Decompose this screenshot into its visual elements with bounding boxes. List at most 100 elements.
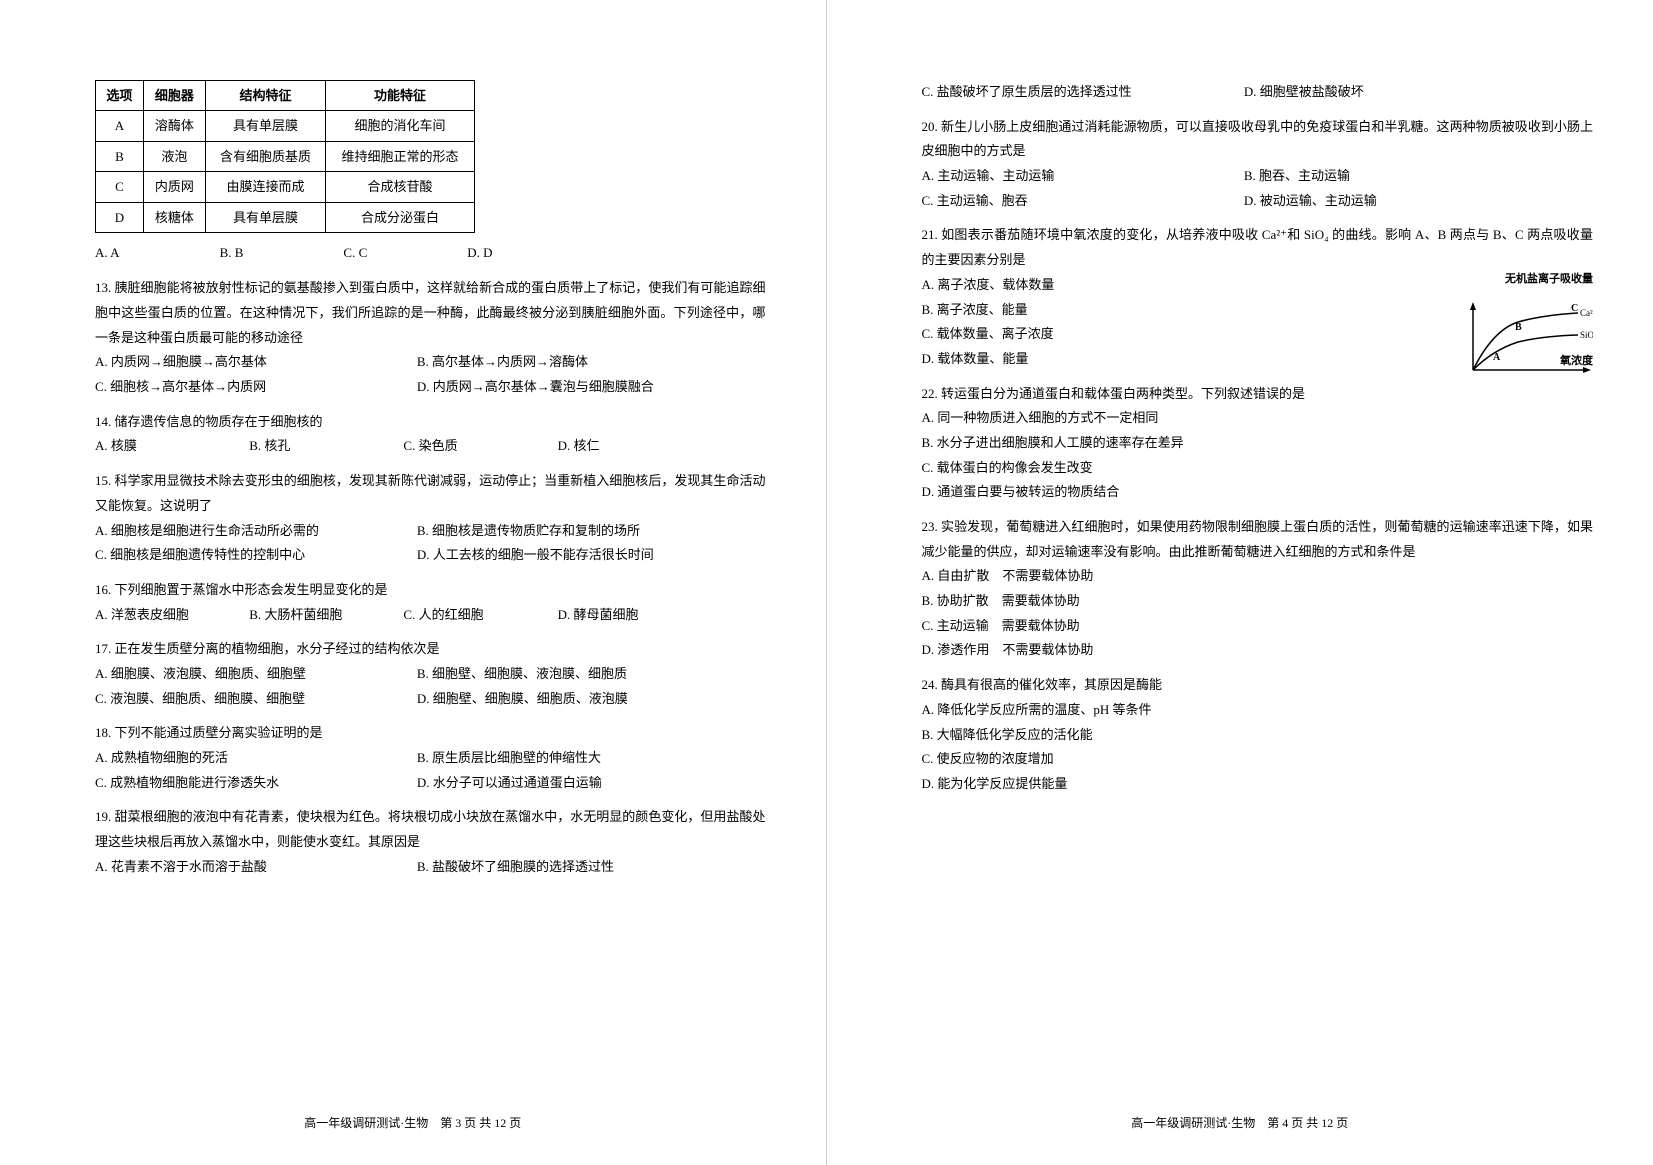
q13-text: 13. 胰脏细胞能将被放射性标记的氨基酸掺入到蛋白质中，这样就给新合成的蛋白质带… <box>95 276 766 350</box>
question-19: 19. 甜菜根细胞的液泡中有花青素，使块根为红色。将块根切成小块放在蒸馏水中，水… <box>95 805 766 879</box>
q13-a: A. 内质网→细胞膜→高尔基体 <box>95 350 417 375</box>
cell: C <box>96 172 144 202</box>
q13-c: C. 细胞核→高尔基体→内质网 <box>95 375 417 400</box>
question-22: 22. 转运蛋白分为通道蛋白和载体蛋白两种类型。下列叙述错误的是 A. 同一种物… <box>922 382 1594 505</box>
answer-a: A. A <box>95 241 120 264</box>
cell: 合成分泌蛋白 <box>326 202 475 232</box>
question-17: 17. 正在发生质壁分离的植物细胞，水分子经过的结构依次是 A. 细胞膜、液泡膜… <box>95 637 766 711</box>
q22-b: B. 水分子进出细胞膜和人工膜的速率存在差异 <box>922 431 1594 456</box>
q23-b: B. 协助扩散 需要载体协助 <box>922 589 1594 614</box>
q15-b: B. 细胞核是遗传物质贮存和复制的场所 <box>417 519 739 544</box>
page-right: C. 盐酸破坏了原生质层的选择透过性 D. 细胞壁被盐酸破坏 20. 新生儿小肠… <box>827 0 1653 1165</box>
q17-b: B. 细胞壁、细胞膜、液泡膜、细胞质 <box>417 662 739 687</box>
q18-text: 18. 下列不能通过质壁分离实验证明的是 <box>95 721 766 746</box>
q23-text: 23. 实验发现，葡萄糖进入红细胞时，如果使用药物限制细胞膜上蛋白质的活性，则葡… <box>922 515 1594 564</box>
footer-left: 高一年级调研测试·生物 第 3 页 共 12 页 <box>0 1113 826 1135</box>
q15-a: A. 细胞核是细胞进行生命活动所必需的 <box>95 519 417 544</box>
curve2-label: SiO₄ <box>1580 330 1593 340</box>
q14-text: 14. 储存遗传信息的物质存在于细胞核的 <box>95 410 766 435</box>
q16-a: A. 洋葱表皮细胞 <box>95 603 249 628</box>
cell: 核糖体 <box>143 202 205 232</box>
q13-d: D. 内质网→高尔基体→囊泡与细胞膜融合 <box>417 375 739 400</box>
q18-a: A. 成熟植物细胞的死活 <box>95 746 417 771</box>
chart-title: 无机盐离子吸收量 <box>1463 270 1593 290</box>
q24-b: B. 大幅降低化学反应的活化能 <box>922 723 1594 748</box>
q13-b: B. 高尔基体→内质网→溶酶体 <box>417 350 739 375</box>
point-c-label: C <box>1571 303 1578 314</box>
chart-xlabel: 氧浓度 <box>1560 352 1593 372</box>
q15-text: 15. 科学家用显微技术除去变形虫的细胞核，发现其新陈代谢减弱，运动停止；当重新… <box>95 469 766 518</box>
cell: 液泡 <box>143 141 205 171</box>
q19-d: D. 细胞壁被盐酸破坏 <box>1244 80 1566 105</box>
question-14: 14. 储存遗传信息的物质存在于细胞核的 A. 核膜 B. 核孔 C. 染色质 … <box>95 410 766 459</box>
q22-d: D. 通道蛋白要与被转运的物质结合 <box>922 480 1594 505</box>
question-16: 16. 下列细胞置于蒸馏水中形态会发生明显变化的是 A. 洋葱表皮细胞 B. 大… <box>95 578 766 627</box>
table-row: C 内质网 由膜连接而成 合成核苷酸 <box>96 172 475 202</box>
answer-row: A. A B. B C. C D. D <box>95 241 766 264</box>
cell: 合成核苷酸 <box>326 172 475 202</box>
cell: 细胞的消化车间 <box>326 111 475 141</box>
q23-a: A. 自由扩散 不需要载体协助 <box>922 564 1594 589</box>
q22-c: C. 载体蛋白的构像会发生改变 <box>922 456 1594 481</box>
q14-b: B. 核孔 <box>249 434 403 459</box>
q19-a: A. 花青素不溶于水而溶于盐酸 <box>95 855 417 880</box>
cell: A <box>96 111 144 141</box>
cell: B <box>96 141 144 171</box>
q20-c: C. 主动运输、胞吞 <box>922 189 1244 214</box>
footer-right: 高一年级调研测试·生物 第 4 页 共 12 页 <box>827 1113 1653 1135</box>
cell: 溶酶体 <box>143 111 205 141</box>
answer-c: C. C <box>343 241 367 264</box>
q16-b: B. 大肠杆菌细胞 <box>249 603 403 628</box>
q24-c: C. 使反应物的浓度增加 <box>922 747 1594 772</box>
question-20: 20. 新生儿小肠上皮细胞通过消耗能源物质，可以直接吸收母乳中的免疫球蛋白和半乳… <box>922 115 1594 214</box>
point-a-label: A <box>1493 352 1501 363</box>
q21-b: B. 离子浓度、能量 <box>922 298 1325 323</box>
q22-a: A. 同一种物质进入细胞的方式不一定相同 <box>922 406 1594 431</box>
table-row: D 核糖体 具有单层膜 合成分泌蛋白 <box>96 202 475 232</box>
q23-c: C. 主动运输 需要载体协助 <box>922 614 1594 639</box>
cell: 维持细胞正常的形态 <box>326 141 475 171</box>
page-left: 选项 细胞器 结构特征 功能特征 A 溶酶体 具有单层膜 细胞的消化车间 B 液… <box>0 0 827 1165</box>
q20-d: D. 被动运输、主动运输 <box>1244 189 1566 214</box>
q17-a: A. 细胞膜、液泡膜、细胞质、细胞壁 <box>95 662 417 687</box>
question-19-cont: C. 盐酸破坏了原生质层的选择透过性 D. 细胞壁被盐酸破坏 <box>922 80 1594 105</box>
q20-text: 20. 新生儿小肠上皮细胞通过消耗能源物质，可以直接吸收母乳中的免疫球蛋白和半乳… <box>922 115 1594 164</box>
q15-d: D. 人工去核的细胞一般不能存活很长时间 <box>417 543 739 568</box>
cell: 具有单层膜 <box>206 111 326 141</box>
question-24: 24. 酶具有很高的催化效率，其原因是酶能 A. 降低化学反应所需的温度、pH … <box>922 673 1594 796</box>
q17-text: 17. 正在发生质壁分离的植物细胞，水分子经过的结构依次是 <box>95 637 766 662</box>
th-function: 功能特征 <box>326 81 475 111</box>
q19-b: B. 盐酸破坏了细胞膜的选择透过性 <box>417 855 739 880</box>
cell: 内质网 <box>143 172 205 202</box>
y-arrow-icon <box>1470 302 1476 310</box>
answer-d: D. D <box>467 241 492 264</box>
q14-d: D. 核仁 <box>558 434 712 459</box>
cell: 含有细胞质基质 <box>206 141 326 171</box>
q18-c: C. 成熟植物细胞能进行渗透失水 <box>95 771 417 796</box>
ion-absorption-chart: 无机盐离子吸收量 A B C Ca²⁺ SiO₄ 氧浓度 <box>1463 270 1593 370</box>
q14-c: C. 染色质 <box>403 434 557 459</box>
q17-c: C. 液泡膜、细胞质、细胞膜、细胞壁 <box>95 687 417 712</box>
q24-d: D. 能为化学反应提供能量 <box>922 772 1594 797</box>
q20-b: B. 胞吞、主动运输 <box>1244 164 1566 189</box>
q21-text: 21. 如图表示番茄随环境中氧浓度的变化，从培养液中吸收 Ca²⁺和 SiO₄ … <box>922 223 1594 272</box>
point-b-label: B <box>1515 322 1522 333</box>
curve1-label: Ca²⁺ <box>1580 308 1593 318</box>
question-18: 18. 下列不能通过质壁分离实验证明的是 A. 成熟植物细胞的死活 B. 原生质… <box>95 721 766 795</box>
q20-a: A. 主动运输、主动运输 <box>922 164 1244 189</box>
page-container: 选项 细胞器 结构特征 功能特征 A 溶酶体 具有单层膜 细胞的消化车间 B 液… <box>0 0 1653 1165</box>
q19-c: C. 盐酸破坏了原生质层的选择透过性 <box>922 80 1244 105</box>
th-structure: 结构特征 <box>206 81 326 111</box>
answer-b: B. B <box>220 241 244 264</box>
question-15: 15. 科学家用显微技术除去变形虫的细胞核，发现其新陈代谢减弱，运动停止；当重新… <box>95 469 766 568</box>
q24-a: A. 降低化学反应所需的温度、pH 等条件 <box>922 698 1594 723</box>
q19-text: 19. 甜菜根细胞的液泡中有花青素，使块根为红色。将块根切成小块放在蒸馏水中，水… <box>95 805 766 854</box>
cell: D <box>96 202 144 232</box>
q16-c: C. 人的红细胞 <box>403 603 557 628</box>
q16-text: 16. 下列细胞置于蒸馏水中形态会发生明显变化的是 <box>95 578 766 603</box>
q21-a: A. 离子浓度、载体数量 <box>922 273 1325 298</box>
q17-d: D. 细胞壁、细胞膜、细胞质、液泡膜 <box>417 687 739 712</box>
q18-b: B. 原生质层比细胞壁的伸缩性大 <box>417 746 739 771</box>
q23-d: D. 渗透作用 不需要载体协助 <box>922 638 1594 663</box>
question-13: 13. 胰脏细胞能将被放射性标记的氨基酸掺入到蛋白质中，这样就给新合成的蛋白质带… <box>95 276 766 399</box>
